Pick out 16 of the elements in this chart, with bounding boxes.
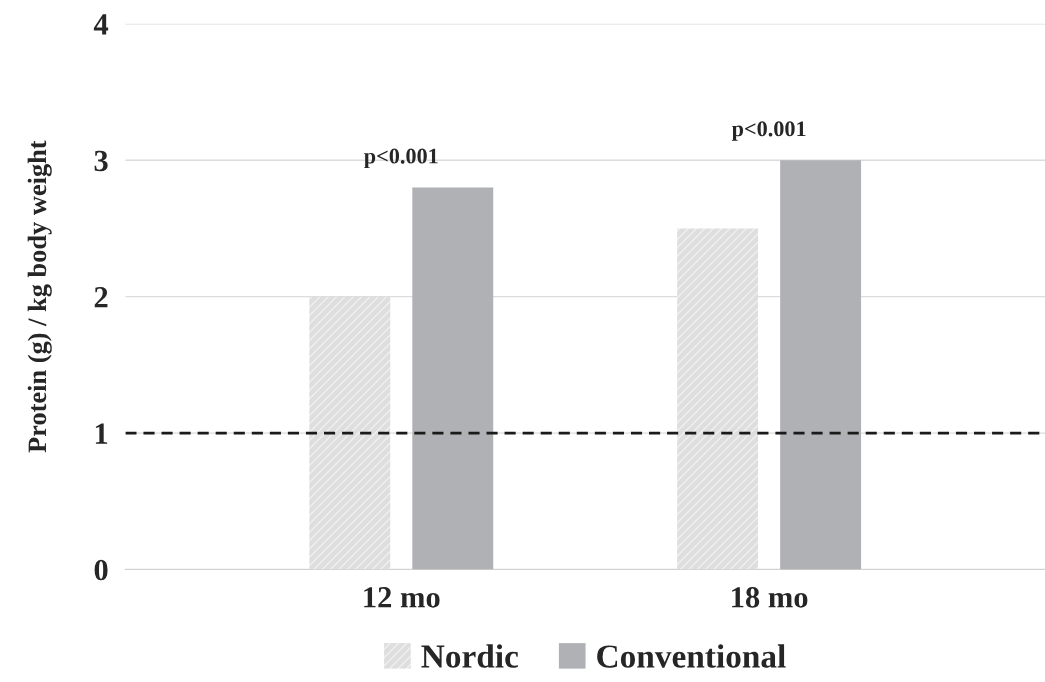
bar — [677, 228, 759, 570]
y-tick-label: 1 — [95, 423, 108, 444]
legend-label: Nordic — [421, 644, 519, 668]
bar — [309, 296, 391, 570]
y-tick-label: 2 — [94, 287, 108, 308]
x-tick-label: 12 mo — [364, 587, 440, 608]
y-tick-label: 3 — [94, 150, 108, 172]
bar — [780, 160, 862, 570]
y-tick-label: 4 — [93, 14, 109, 35]
legend-label: Conventional — [597, 644, 786, 668]
y-axis-title: Protein (g) / kg body weight — [27, 140, 52, 453]
annotation: p<0.001 — [731, 121, 806, 141]
x-tick-label: 18 mo — [732, 587, 808, 608]
bar — [412, 187, 494, 570]
y-tick-label: 0 — [94, 559, 108, 581]
annotation: p<0.001 — [364, 148, 438, 169]
